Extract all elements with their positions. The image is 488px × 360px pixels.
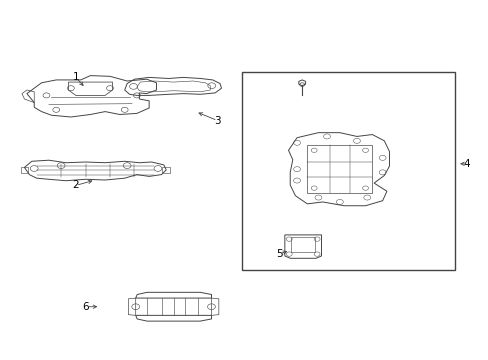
Text: 5: 5 [276,249,283,259]
Text: 2: 2 [72,180,79,190]
Bar [306,145,372,193]
Text: 4: 4 [463,159,469,169]
Bar [242,72,454,270]
Text: 1: 1 [72,72,79,82]
Text: 3: 3 [214,116,221,126]
Bar [290,237,315,252]
Text: 6: 6 [82,302,89,312]
